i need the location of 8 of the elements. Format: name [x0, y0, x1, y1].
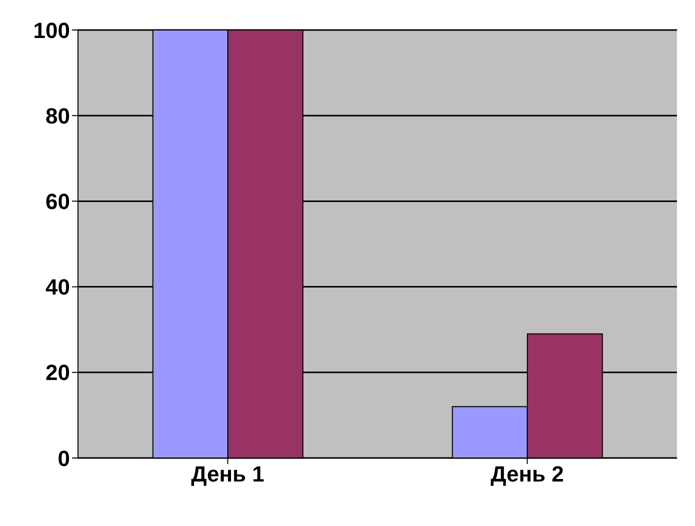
y-tick-label: 100 — [33, 18, 70, 43]
x-tick-label: День 1 — [191, 462, 264, 487]
y-tick-label: 60 — [46, 189, 70, 214]
y-tick-label: 80 — [46, 103, 70, 128]
y-tick-label: 0 — [58, 446, 70, 471]
y-tick-label: 20 — [46, 360, 70, 386]
y-tick-label: 40 — [46, 274, 70, 300]
x-tick-label: День 2 — [490, 462, 564, 487]
